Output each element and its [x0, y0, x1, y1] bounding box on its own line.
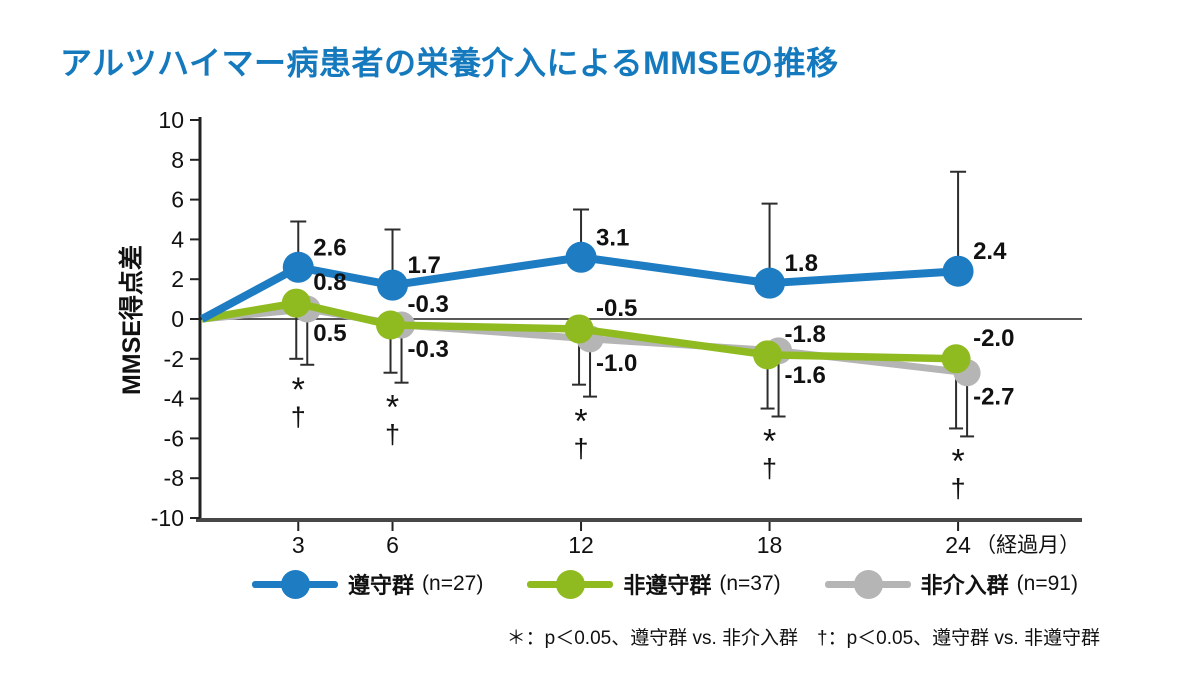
svg-text:-6: -6	[164, 425, 184, 451]
svg-text:0.5: 0.5	[313, 320, 346, 347]
svg-text:†: †	[385, 420, 400, 450]
svg-text:6: 6	[386, 532, 399, 558]
svg-text:-10: -10	[151, 505, 184, 531]
legend-item-adherent: 遵守群 (n=27)	[252, 568, 483, 600]
svg-text:-1.8: -1.8	[785, 321, 826, 348]
svg-text:10: 10	[158, 107, 184, 133]
legend-count-adherent: (n=27)	[422, 572, 484, 595]
svg-text:-2.7: -2.7	[973, 384, 1014, 411]
svg-text:-0.5: -0.5	[596, 295, 637, 322]
svg-text:*: *	[386, 389, 399, 427]
chart-title: アルツハイマー病患者の栄養介入によるMMSEの推移	[60, 45, 839, 81]
svg-text:1.7: 1.7	[408, 252, 441, 279]
legend-marker-non-intervention	[824, 568, 911, 600]
legend-marker-adherent	[252, 568, 339, 600]
svg-text:0.8: 0.8	[313, 269, 346, 296]
legend-item-non-adherent: 非遵守群 (n=37)	[527, 568, 781, 600]
svg-text:*: *	[574, 403, 587, 441]
svg-text:*: *	[292, 371, 305, 409]
svg-text:1.8: 1.8	[785, 250, 818, 277]
svg-text:2.4: 2.4	[973, 238, 1007, 265]
legend-count-non-intervention: (n=91)	[1016, 572, 1078, 595]
svg-text:6: 6	[171, 187, 184, 213]
svg-text:†: †	[574, 434, 589, 464]
significance-footnote: ＊：p＜0.05、遵守群 vs. 非介入群 †：p＜0.05、遵守群 vs. 非…	[506, 628, 1100, 649]
legend-label-adherent: 遵守群	[348, 573, 415, 598]
svg-text:†: †	[951, 473, 966, 503]
legend-marker-non-adherent	[527, 568, 614, 600]
svg-text:0: 0	[171, 306, 184, 332]
svg-text:（経過月）: （経過月）	[975, 534, 1080, 557]
svg-text:2.6: 2.6	[313, 234, 346, 261]
svg-text:-8: -8	[164, 465, 184, 491]
svg-text:4: 4	[171, 226, 184, 252]
svg-text:-2.0: -2.0	[973, 325, 1014, 352]
svg-text:3: 3	[292, 532, 305, 558]
svg-text:3.1: 3.1	[596, 224, 629, 251]
svg-text:-1.6: -1.6	[785, 362, 826, 389]
svg-text:*: *	[951, 442, 964, 480]
legend-label-non-adherent: 非遵守群	[623, 573, 712, 598]
svg-text:-0.3: -0.3	[408, 336, 449, 363]
svg-text:8: 8	[171, 147, 184, 173]
svg-text:-1.0: -1.0	[596, 350, 637, 377]
svg-text:18: 18	[757, 532, 783, 558]
legend-label-non-intervention: 非介入群	[920, 573, 1009, 598]
svg-text:24: 24	[945, 532, 971, 558]
svg-text:†: †	[291, 402, 306, 432]
svg-text:2: 2	[171, 266, 184, 292]
svg-text:*: *	[763, 423, 776, 461]
svg-text:12: 12	[568, 532, 594, 558]
svg-text:-0.3: -0.3	[408, 291, 449, 318]
legend-count-non-adherent: (n=37)	[719, 572, 781, 595]
legend-item-non-intervention: 非介入群 (n=91)	[824, 568, 1078, 600]
svg-text:†: †	[762, 454, 777, 484]
svg-text:-4: -4	[164, 386, 185, 412]
svg-text:-2: -2	[164, 346, 184, 372]
chart-legend: 遵守群 (n=27) 非遵守群 (n=37) 非介入群 (n=91)	[200, 566, 1130, 602]
